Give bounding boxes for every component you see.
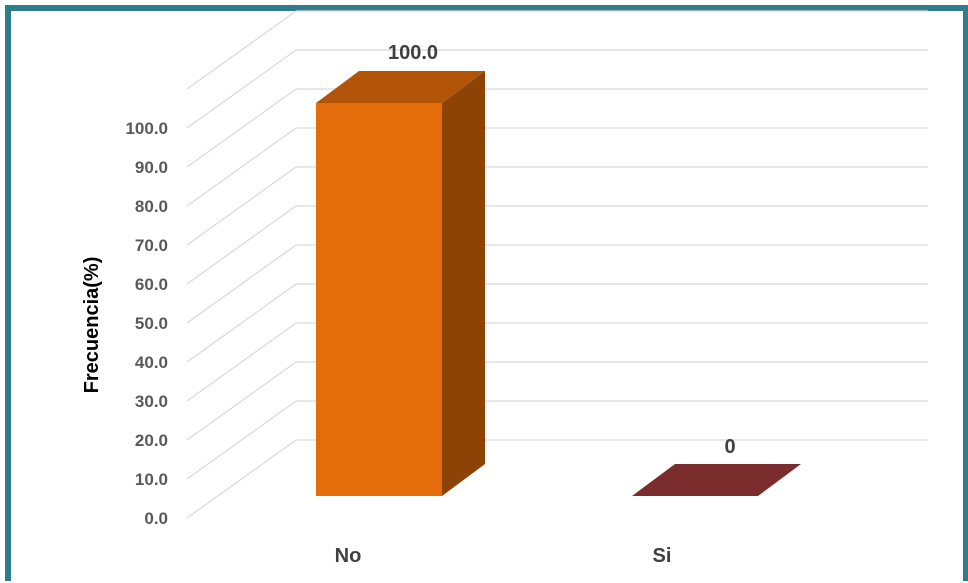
bar-top [316, 71, 485, 103]
data-label: 100.0 [388, 42, 438, 64]
y-tick-label: 70.0 [135, 236, 168, 255]
gridline-diagonal [186, 400, 297, 480]
bar-side [442, 71, 485, 496]
gridlines [186, 10, 928, 519]
y-tick-label: 60.0 [135, 275, 168, 294]
gridline-diagonal [186, 49, 297, 129]
bars [316, 71, 801, 496]
chart-frame [5, 5, 968, 581]
gridline-diagonal [186, 283, 297, 363]
y-tick-label: 10.0 [135, 470, 168, 489]
gridline-diagonal [186, 361, 297, 441]
gridline-diagonal [186, 244, 297, 324]
x-axis-categories: No Si [335, 545, 672, 567]
gridline-diagonal [186, 322, 297, 402]
bar-si [632, 464, 801, 496]
y-tick-label: 20.0 [135, 431, 168, 450]
x-category-label: No [335, 545, 362, 567]
y-axis-ticks: 0.0 10.0 20.0 30.0 40.0 50.0 60.0 70.0 80.0 90.0 1… [125, 119, 168, 528]
y-tick-label: 0.0 [144, 509, 168, 528]
gridline-diagonal [186, 88, 297, 168]
gridline-diagonal [186, 127, 297, 207]
gridline-diagonal [186, 439, 297, 519]
gridline-diagonal [186, 166, 297, 246]
y-tick-label: 50.0 [135, 314, 168, 333]
y-tick-label: 80.0 [135, 197, 168, 216]
y-axis-title: Frecuencia(%) [81, 257, 103, 394]
data-labels: 100.00 [388, 42, 736, 458]
gridline-diagonal [186, 205, 297, 285]
bar-front [316, 103, 442, 496]
bar-no [316, 71, 485, 496]
bar-top [632, 464, 801, 496]
x-category-label: Si [653, 545, 672, 567]
y-tick-label: 40.0 [135, 353, 168, 372]
y-tick-label: 30.0 [135, 392, 168, 411]
gridline-diagonal [186, 10, 297, 90]
y-tick-label: 100.0 [125, 119, 168, 138]
y-tick-label: 90.0 [135, 158, 168, 177]
data-label: 0 [724, 436, 735, 458]
